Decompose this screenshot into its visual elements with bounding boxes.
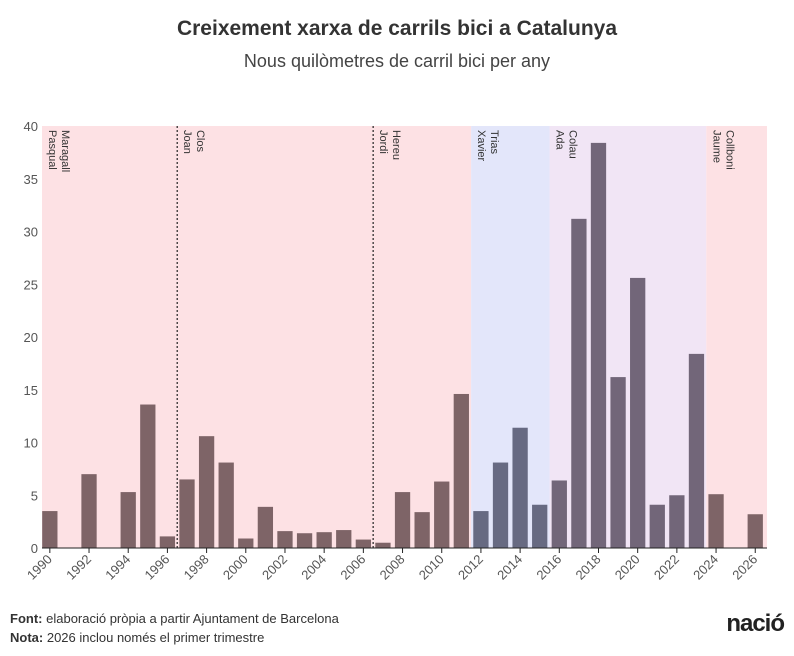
source-note: Font: elaboració pròpia a partir Ajuntam…	[10, 611, 339, 626]
bar	[532, 504, 548, 548]
x-tick-label: 1996	[141, 552, 172, 583]
bar	[394, 492, 411, 548]
note-text: 2026 inclou només el primer trimestre	[46, 630, 265, 645]
bar	[414, 512, 430, 548]
y-tick-label: 35	[24, 172, 38, 187]
mayor-label: Hereu	[390, 130, 402, 160]
x-tick-label: 2008	[377, 552, 408, 583]
x-tick-label: 2020	[612, 552, 643, 583]
bar	[649, 504, 665, 548]
bar	[120, 492, 136, 548]
x-tick-label: 2002	[259, 552, 290, 583]
bar	[336, 530, 352, 548]
bar	[453, 393, 469, 548]
mayor-band	[42, 126, 178, 548]
source-label: Font:	[10, 611, 43, 626]
y-tick-label: 0	[31, 541, 38, 556]
chart-title: Creixement xarxa de carrils bici a Catal…	[176, 17, 618, 40]
x-tick-label: 2004	[298, 552, 329, 583]
mayor-label: Jordi	[377, 130, 389, 154]
mayor-label: Pasqual	[46, 130, 58, 170]
x-tick-label: 1990	[24, 552, 55, 583]
mayor-label: Clos	[194, 130, 206, 153]
x-tick-label: 2014	[494, 552, 525, 583]
y-tick-label: 10	[24, 436, 38, 451]
bar	[159, 536, 176, 548]
x-tick-label: 2022	[651, 552, 682, 583]
x-tick-label: 2024	[690, 552, 721, 583]
x-tick-label: 2018	[573, 552, 604, 583]
bar-chart: Pasqual Maragall Joan Clos Jordi Hereu Xavier T…	[24, 119, 767, 583]
mayor-label: Xavier	[475, 130, 487, 162]
x-tick-label: 1998	[181, 552, 212, 583]
bar	[590, 142, 607, 548]
bar	[238, 538, 254, 548]
mayor-label: Joan	[181, 130, 193, 154]
bar	[140, 404, 156, 548]
x-tick-label: 1994	[102, 552, 133, 583]
bar	[688, 353, 705, 548]
mayor-label: Maragall	[59, 130, 71, 172]
bar	[708, 494, 724, 548]
y-tick-label: 40	[24, 119, 38, 134]
bar	[610, 377, 626, 548]
bar	[630, 277, 646, 548]
bar	[551, 480, 567, 548]
bar	[316, 532, 332, 548]
x-tick-label: 1992	[63, 552, 94, 583]
mayor-label: Jaume	[710, 130, 722, 163]
chart-subtitle: Nous quilòmetres de carril bici per any	[243, 51, 551, 71]
bar	[512, 427, 528, 548]
bar	[81, 474, 97, 548]
mayor-label: Trias	[488, 130, 500, 155]
y-tick-label: 15	[24, 383, 38, 398]
mayor-band	[471, 126, 550, 548]
bar	[257, 506, 274, 548]
bar	[571, 218, 587, 548]
bar	[42, 511, 58, 548]
bar	[434, 481, 450, 548]
footnote: Nota: 2026 inclou només el primer trimes…	[10, 630, 264, 645]
bar	[198, 436, 215, 548]
y-tick-label: 20	[24, 330, 38, 345]
bar	[179, 479, 195, 548]
x-tick-label: 2010	[416, 552, 447, 583]
mayor-label: Colau	[567, 130, 579, 159]
bar	[747, 514, 763, 548]
note-label: Nota:	[10, 630, 44, 645]
x-tick-label: 2000	[220, 552, 251, 583]
x-tick-label: 2026	[729, 552, 760, 583]
bar	[375, 542, 391, 548]
mayor-band	[706, 126, 767, 548]
y-tick-label: 25	[24, 277, 38, 292]
bar	[473, 511, 489, 548]
bar	[277, 531, 293, 548]
mayor-label: Ada	[554, 130, 566, 150]
x-tick-label: 2016	[533, 552, 564, 583]
source-text: elaboració pròpia a partir Ajuntament de…	[46, 611, 339, 626]
y-tick-label: 5	[31, 488, 38, 503]
bar	[218, 462, 234, 548]
bar	[296, 533, 313, 548]
bar	[355, 539, 371, 548]
bar	[492, 462, 509, 548]
y-tick-label: 30	[24, 225, 38, 240]
x-tick-label: 2012	[455, 552, 486, 583]
mayor-label: Collboni	[723, 130, 735, 170]
bar	[669, 495, 685, 548]
nacio-logo: nació	[726, 610, 785, 637]
x-tick-label: 2006	[337, 552, 368, 583]
